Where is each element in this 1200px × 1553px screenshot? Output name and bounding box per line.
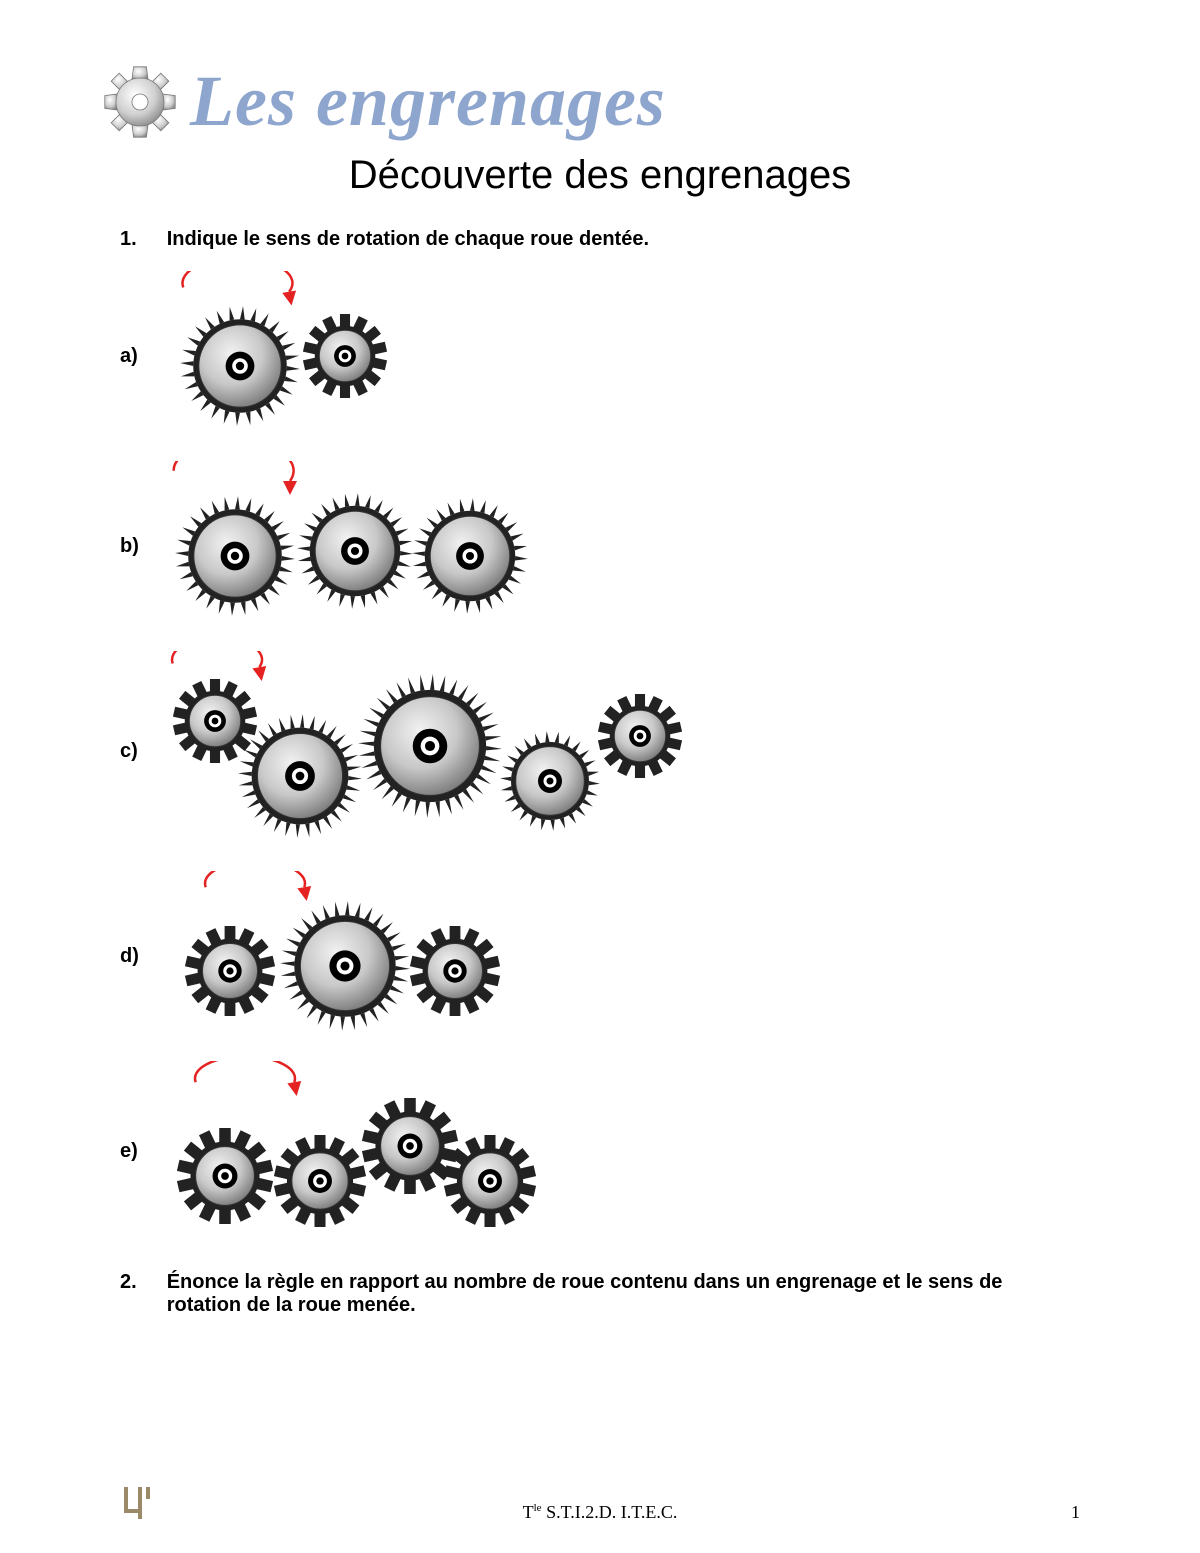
footer-text: S.T.I.2.D. I.T.E.C. [542, 1502, 678, 1522]
gear-row: d) [120, 871, 1080, 1041]
gear-diagram [160, 271, 460, 441]
gear-row: e) [120, 1061, 1080, 1241]
question-number: 2. [120, 1271, 137, 1317]
question-2: 2. Énonce la règle en rapport au nombre … [120, 1271, 1080, 1317]
question-number: 1. [120, 228, 137, 251]
footer-center: Tle S.T.I.2.D. I.T.E.C. [180, 1502, 1020, 1523]
gear-diagram [160, 871, 580, 1041]
gear-diagram [160, 461, 580, 631]
gear-row: a) [120, 271, 1080, 441]
row-label: b) [120, 535, 160, 558]
footer-logo-icon [120, 1483, 180, 1523]
title-row: Les engrenages [100, 60, 1080, 143]
gear-rows-container: a) [120, 271, 1080, 1241]
gear-row: b) [120, 461, 1080, 631]
row-label: c) [120, 740, 160, 763]
footer-text-super: le [534, 1502, 542, 1514]
page-title: Les engrenages [190, 60, 666, 143]
gear-icon [100, 62, 180, 142]
row-label: e) [120, 1140, 160, 1163]
row-label: d) [120, 945, 160, 968]
question-1: 1. Indique le sens de rotation de chaque… [120, 228, 1080, 251]
page: Les engrenages Découverte des engrenages… [0, 0, 1200, 1553]
row-label: a) [120, 345, 160, 368]
footer-page-number: 1 [1020, 1502, 1080, 1523]
footer-text: T [523, 1502, 534, 1522]
gear-diagram [160, 1061, 580, 1241]
question-text: Énonce la règle en rapport au nombre de … [167, 1271, 1080, 1317]
page-subtitle: Découverte des engrenages [120, 153, 1080, 198]
question-text: Indique le sens de rotation de chaque ro… [167, 228, 649, 251]
gear-row: c) [120, 651, 1080, 851]
gear-diagram [160, 651, 720, 851]
page-footer: Tle S.T.I.2.D. I.T.E.C. 1 [0, 1483, 1200, 1523]
